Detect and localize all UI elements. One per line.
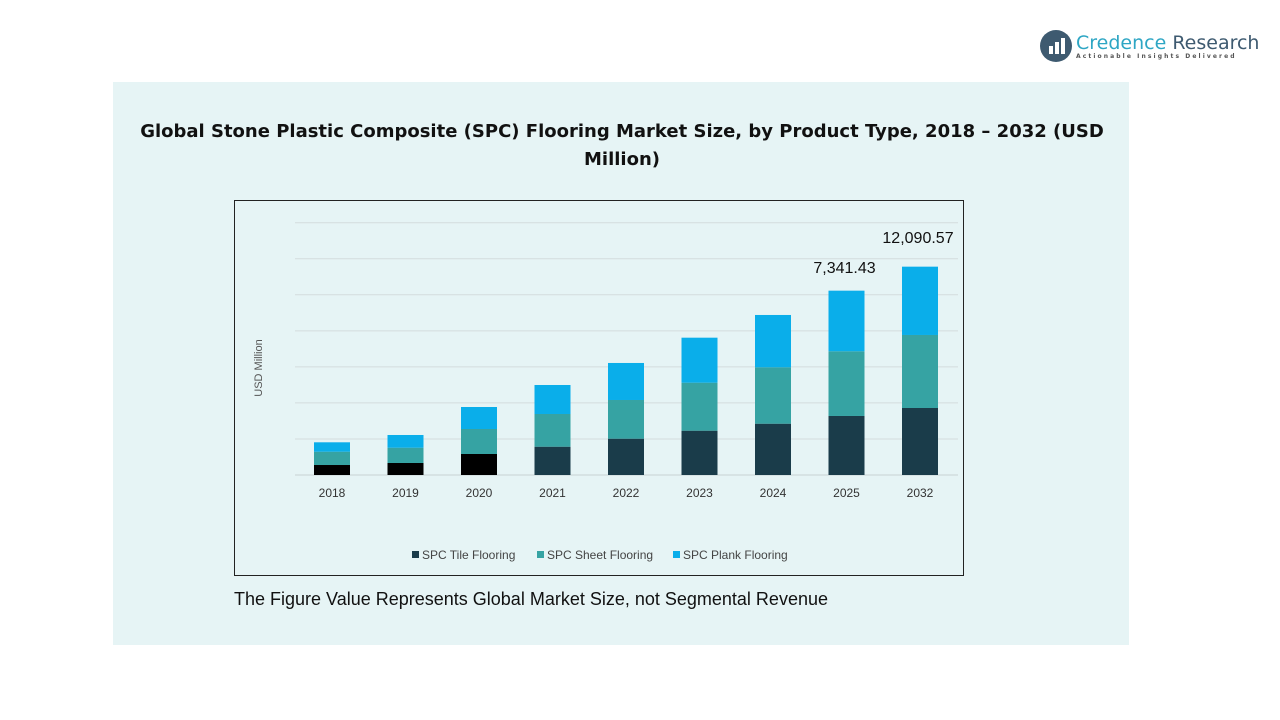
bar-spc-tile-flooring bbox=[902, 407, 938, 475]
logo-icon bbox=[1040, 30, 1072, 62]
bar-spc-sheet-flooring bbox=[828, 351, 865, 416]
bar-spc-tile-flooring bbox=[461, 453, 497, 475]
chart-title: Global Stone Plastic Composite (SPC) Flo… bbox=[140, 121, 1104, 170]
x-tick-label: 2032 bbox=[907, 486, 934, 500]
bar-spc-tile-flooring bbox=[534, 446, 571, 475]
bar-spc-plank-flooring bbox=[681, 337, 718, 383]
bar-spc-plank-flooring bbox=[828, 290, 865, 352]
footnote: The Figure Value Represents Global Marke… bbox=[234, 589, 828, 609]
bar-spc-plank-flooring bbox=[461, 406, 497, 429]
bar-spc-plank-flooring bbox=[534, 384, 571, 414]
legend-label: SPC Tile Flooring bbox=[422, 548, 515, 562]
bar-spc-plank-flooring bbox=[387, 434, 424, 448]
bar-spc-plank-flooring bbox=[608, 362, 644, 400]
bar-spc-sheet-flooring bbox=[608, 399, 644, 439]
x-tick-label: 2022 bbox=[613, 486, 640, 500]
legend-label: SPC Plank Flooring bbox=[683, 548, 788, 562]
x-tick-label: 2019 bbox=[392, 486, 419, 500]
legend-label: SPC Sheet Flooring bbox=[547, 548, 653, 562]
bar-spc-plank-flooring bbox=[314, 442, 350, 452]
x-tick-label: 2023 bbox=[686, 486, 713, 500]
bar-spc-tile-flooring bbox=[608, 438, 644, 475]
bar-spc-sheet-flooring bbox=[314, 451, 350, 466]
brand-logo: Credence Research Actionable Insights De… bbox=[1040, 30, 1259, 62]
bar-spc-sheet-flooring bbox=[387, 447, 424, 463]
legend-swatch bbox=[537, 551, 544, 558]
x-tick-label: 2021 bbox=[539, 486, 566, 500]
bar-spc-tile-flooring bbox=[755, 423, 791, 475]
brand-name-2: Research bbox=[1166, 31, 1260, 54]
legend-swatch bbox=[673, 551, 680, 558]
chart-frame bbox=[234, 200, 964, 576]
data-label: 12,090.57 bbox=[882, 230, 953, 247]
brand-name: Credence bbox=[1076, 31, 1167, 54]
x-tick-label: 2025 bbox=[833, 486, 860, 500]
bar-spc-plank-flooring bbox=[902, 266, 938, 335]
x-tick-label: 2018 bbox=[319, 486, 346, 500]
bar-spc-tile-flooring bbox=[314, 465, 350, 475]
brand-tagline: Actionable Insights Delivered bbox=[1076, 52, 1237, 60]
bar-spc-sheet-flooring bbox=[755, 367, 791, 424]
bar-spc-sheet-flooring bbox=[461, 428, 497, 454]
bar-spc-plank-flooring bbox=[755, 314, 791, 368]
legend-swatch bbox=[412, 551, 419, 558]
data-label: 7,341.43 bbox=[813, 260, 875, 277]
bar-spc-tile-flooring bbox=[681, 430, 718, 475]
bar-spc-sheet-flooring bbox=[681, 382, 718, 431]
bar-spc-sheet-flooring bbox=[534, 413, 571, 447]
y-axis-label: USD Million bbox=[253, 339, 265, 396]
bar-spc-tile-flooring bbox=[387, 462, 424, 475]
x-tick-label: 2024 bbox=[760, 486, 787, 500]
bar-spc-sheet-flooring bbox=[902, 334, 938, 408]
x-tick-label: 2020 bbox=[466, 486, 493, 500]
bar-spc-tile-flooring bbox=[828, 415, 865, 475]
